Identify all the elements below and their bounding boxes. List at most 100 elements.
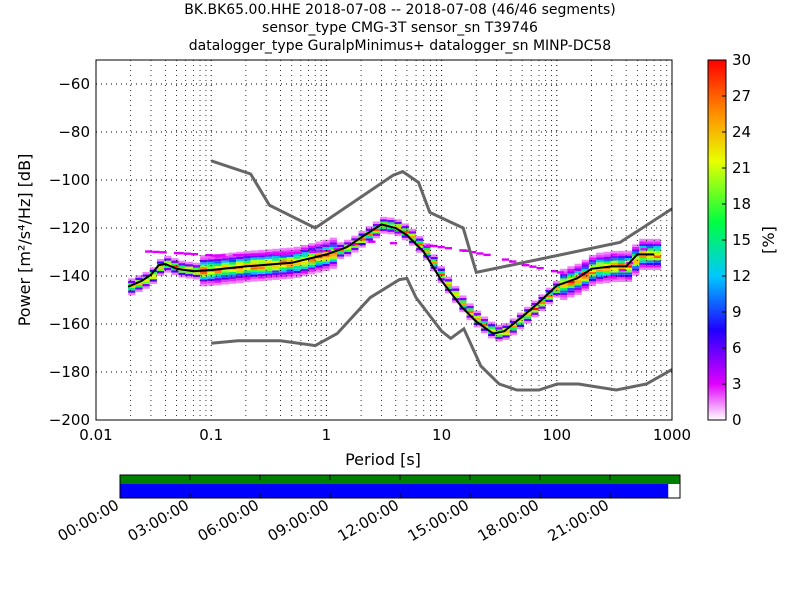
histogram-cell	[502, 337, 510, 340]
histogram-cell	[401, 225, 409, 229]
histogram-cell	[567, 278, 575, 281]
histogram-cell	[257, 261, 265, 265]
histogram-cell	[178, 270, 186, 273]
histogram-cell	[430, 261, 438, 265]
histogram-cell	[257, 249, 265, 253]
histogram-cell	[135, 284, 143, 288]
histogram-cell	[488, 328, 496, 332]
histogram-cell	[243, 272, 251, 276]
histogram-cell	[250, 262, 258, 265]
histogram-cell	[574, 287, 582, 291]
histogram-cell	[574, 278, 582, 281]
histogram-cell	[200, 262, 208, 265]
histogram-cell	[581, 259, 589, 263]
histogram-cell	[624, 279, 633, 282]
histogram-cell	[329, 256, 337, 260]
histogram-cell	[308, 267, 316, 270]
histogram-cell	[264, 251, 273, 255]
histogram-cell	[200, 283, 208, 287]
histogram-cell	[372, 223, 381, 227]
histogram-cell	[603, 270, 611, 274]
x-tick-label: 1	[322, 426, 332, 444]
histogram-cell	[639, 258, 647, 261]
histogram-cell	[524, 306, 532, 310]
histogram-cell	[624, 272, 633, 275]
histogram-cell	[387, 231, 395, 235]
histogram-cell	[596, 264, 604, 268]
histogram-cell	[416, 235, 424, 239]
histogram-cell	[250, 250, 258, 253]
colorbar-tick-label: 3	[732, 375, 742, 393]
histogram-cell	[509, 328, 517, 331]
histogram-cell	[272, 270, 280, 273]
histogram-cell	[387, 222, 395, 225]
histogram-cell	[344, 242, 352, 245]
histogram-cell	[588, 283, 597, 287]
histogram-cell	[185, 266, 193, 269]
histogram-cell	[322, 268, 330, 271]
histogram-cell	[632, 261, 640, 264]
histogram-cell	[617, 277, 625, 280]
histogram-cell	[257, 269, 265, 272]
histogram-cell	[214, 261, 222, 264]
histogram-cell	[286, 257, 294, 260]
histogram-cell	[279, 272, 287, 275]
x-tick-label: 0.01	[79, 426, 112, 444]
histogram-cell	[574, 273, 582, 276]
histogram-cell	[459, 305, 467, 308]
histogram-cell	[588, 281, 597, 284]
histogram-cell	[632, 270, 640, 274]
histogram-cell	[452, 295, 460, 299]
histogram-cell	[228, 252, 237, 255]
histogram-cell	[164, 258, 172, 261]
histogram-cell	[473, 325, 481, 328]
histogram-cell	[279, 269, 287, 273]
histogram-cell	[466, 308, 474, 311]
histogram-cell	[380, 221, 388, 225]
histogram-cell	[516, 324, 525, 328]
histogram-cell	[480, 328, 489, 331]
histogram-cell	[502, 332, 510, 336]
histogram-cell	[264, 256, 273, 259]
histogram-cell	[556, 271, 564, 274]
histogram-cell	[401, 235, 409, 238]
histogram-cell	[293, 270, 301, 274]
histogram-cell	[315, 243, 323, 247]
histogram-cell	[221, 277, 229, 280]
histogram-cell	[545, 302, 553, 305]
histogram-cell	[639, 238, 647, 242]
histogram-cell	[653, 262, 661, 266]
histogram-cell	[646, 260, 654, 263]
histogram-cell	[344, 251, 352, 255]
timeline-tick-label: 12:00:00	[335, 496, 402, 545]
y-tick-label: −140	[49, 267, 90, 285]
histogram-cell	[560, 288, 568, 291]
histogram-cell	[272, 260, 280, 264]
histogram-cell	[437, 268, 445, 271]
histogram-cell	[308, 243, 316, 246]
histogram-cell	[416, 243, 424, 246]
histogram-cell	[159, 251, 167, 254]
histogram-cell	[336, 249, 345, 252]
histogram-cell	[560, 273, 568, 277]
histogram-cell	[501, 258, 510, 261]
histogram-cell	[509, 330, 517, 333]
grid-lines	[95, 60, 672, 421]
histogram-cell	[156, 261, 165, 264]
histogram-cell	[401, 223, 409, 226]
histogram-cell	[254, 253, 262, 256]
histogram-cell	[207, 257, 215, 260]
histogram-cell	[207, 266, 215, 270]
histogram-cell	[596, 281, 604, 284]
histogram-cell	[545, 299, 553, 303]
histogram-cell	[178, 263, 186, 266]
histogram-cell	[531, 310, 539, 313]
histogram-cell	[639, 246, 647, 249]
x-tick-label: 10	[432, 426, 451, 444]
histogram-cell	[372, 228, 381, 232]
histogram-cell	[322, 263, 330, 267]
histogram-cell	[264, 268, 273, 271]
histogram-cell	[495, 327, 503, 330]
histogram-cell	[567, 292, 575, 296]
histogram-cell	[221, 255, 229, 259]
